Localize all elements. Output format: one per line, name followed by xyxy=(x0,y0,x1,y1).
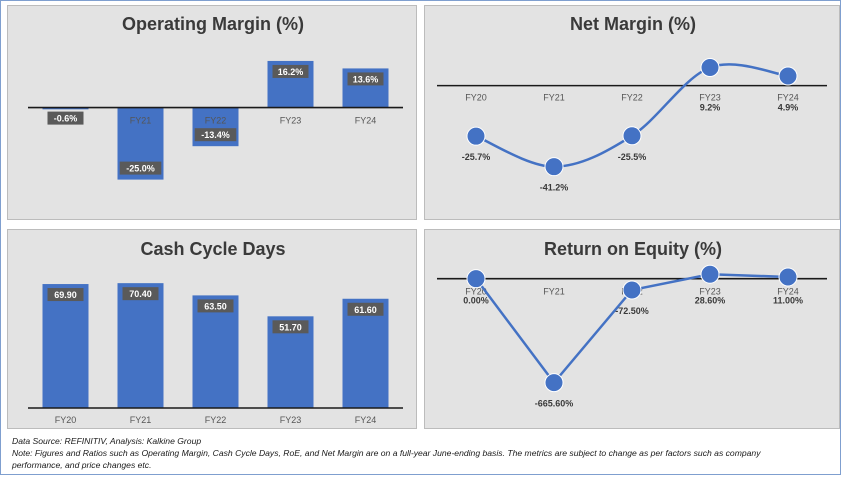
data-point-fy23 xyxy=(700,264,720,284)
x-tick-label: FY24 xyxy=(777,287,799,297)
data-label: 70.40 xyxy=(129,289,152,299)
x-tick-label: FY24 xyxy=(355,116,377,126)
chart-title: Cash Cycle Days xyxy=(140,239,285,259)
data-label: 28.60% xyxy=(695,296,726,306)
bar-fy21 xyxy=(117,283,164,408)
data-label: 61.60 xyxy=(354,305,377,315)
net-margin-panel: Net Margin (%) FY20 FY21 FY22 FY23 FY24 -25.7%… xyxy=(424,5,840,220)
data-label: -665.60% xyxy=(535,399,574,409)
chart-title: Net Margin (%) xyxy=(570,14,696,34)
data-label: -13.4% xyxy=(201,130,230,140)
data-label-box xyxy=(347,72,384,86)
data-label: 0.00% xyxy=(463,296,489,306)
data-label-box xyxy=(347,302,384,316)
data-label: -0.6% xyxy=(54,114,78,124)
data-label: 13.6% xyxy=(353,74,379,84)
data-point-fy24 xyxy=(778,267,798,287)
operating-margin-panel: Operating Margin (%)FY20FY21FY22FY23FY24… xyxy=(7,5,417,220)
bar-fy20 xyxy=(42,284,89,408)
data-label: -72.50% xyxy=(615,306,649,316)
x-tick-label: FY23 xyxy=(699,287,721,297)
bar-fy22 xyxy=(192,295,239,408)
cash-cycle-days-chart: Cash Cycle Days FY20 FY21 FY22 FY23 FY24 69.90… xyxy=(28,239,403,425)
data-point-fy22 xyxy=(622,126,642,146)
data-label: 51.70 xyxy=(279,322,302,332)
cash-cycle-days-panel: Cash Cycle Days FY20 FY21 FY22 FY23 FY24 69.90… xyxy=(7,229,417,429)
data-label-box xyxy=(47,288,84,302)
data-label-box xyxy=(122,287,159,301)
data-label: -25.7% xyxy=(462,152,491,162)
data-point-fy20 xyxy=(466,126,486,146)
data-label-box xyxy=(272,64,309,78)
data-point-fy21 xyxy=(544,373,564,393)
data-point-fy24 xyxy=(778,66,798,86)
x-tick-label: FY23 xyxy=(699,93,721,103)
bar-fy20 xyxy=(42,107,89,110)
operating-margin-chart: Operating Margin (%)FY20FY21FY22FY23FY24… xyxy=(28,14,403,180)
data-label-box xyxy=(197,299,234,313)
data-label: 16.2% xyxy=(278,67,304,77)
x-tick-label: FY22 xyxy=(621,93,643,103)
data-source-note: Data Source: REFINITIV, Analysis: Kalkin… xyxy=(12,436,202,446)
x-tick-label: FY24 xyxy=(777,93,799,103)
x-tick-label: FY23 xyxy=(280,415,302,425)
data-point-fy23 xyxy=(700,58,720,78)
data-label-box xyxy=(47,111,84,125)
return-on-equity-panel: Return on Equity (%)FY20FY21FY22FY23FY24… xyxy=(424,229,840,429)
data-label: 4.9% xyxy=(778,103,799,113)
x-tick-label: FY21 xyxy=(130,415,152,425)
x-tick-label: FY21 xyxy=(543,287,565,297)
data-point-fy20 xyxy=(466,269,486,289)
chart-title: Operating Margin (%) xyxy=(122,14,304,34)
x-tick-label: FY23 xyxy=(280,116,302,126)
methodology-note-line-1: Note: Figures and Ratios such as Operati… xyxy=(12,448,761,458)
chart-title: Return on Equity (%) xyxy=(544,239,722,259)
data-label-box xyxy=(272,320,309,334)
data-label: 69.90 xyxy=(54,290,77,300)
x-tick-label: FY21 xyxy=(130,116,152,126)
x-tick-label: FY21 xyxy=(543,93,565,103)
data-label: 9.2% xyxy=(700,103,721,113)
x-tick-label: FY22 xyxy=(205,415,227,425)
data-point-fy21 xyxy=(544,157,564,177)
data-label: 63.50 xyxy=(204,301,227,311)
data-label: -25.0% xyxy=(126,164,155,174)
data-label-box xyxy=(194,128,237,142)
x-tick-label: FY20 xyxy=(465,93,487,103)
x-tick-label: FY22 xyxy=(205,116,227,126)
data-label-box xyxy=(119,161,162,175)
return-on-equity-chart: Return on Equity (%)FY20FY21FY22FY23FY24… xyxy=(437,239,827,409)
methodology-note-line-2: performance, and price changes etc. xyxy=(12,460,152,470)
bar-fy24 xyxy=(342,298,389,408)
data-label: 11.00% xyxy=(773,296,803,306)
footnotes: Data Source: REFINITIV, Analysis: Kalkin… xyxy=(12,435,832,471)
x-tick-label: FY24 xyxy=(355,415,377,425)
data-point-fy22 xyxy=(622,280,642,300)
data-label: -25.5% xyxy=(618,152,647,162)
net-margin-chart: Net Margin (%) FY20 FY21 FY22 FY23 FY24 -25.7%… xyxy=(437,14,827,193)
data-label: -41.2% xyxy=(540,183,569,193)
x-tick-label: FY20 xyxy=(55,415,77,425)
x-tick-label: FY20 xyxy=(465,287,487,297)
